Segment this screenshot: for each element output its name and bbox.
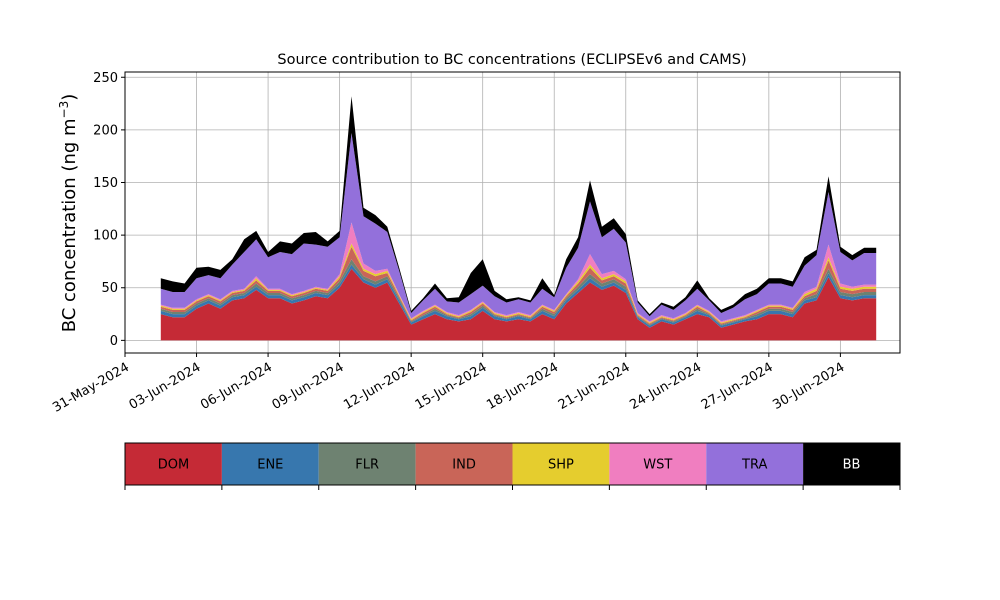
legend-swatch-flr — [318, 443, 416, 485]
area-flr — [160, 259, 877, 326]
y-tick-label: 0 — [110, 334, 118, 349]
x-tick-label: 09-Jun-2024 — [270, 360, 347, 413]
plot-area: 0 50 100 150 200 250 31-May-202403-Jun-202406-… — [50, 71, 901, 416]
y-axis-label: BC concentration (ng m−3) — [57, 94, 80, 333]
legend-label-tra: TRA — [741, 458, 767, 473]
axes-frame — [124, 71, 901, 354]
y-tick-label: 250 — [93, 71, 118, 86]
x-tick-label: 18-Jun-2024 — [484, 360, 561, 413]
legend-swatch-shp — [512, 443, 610, 485]
x-tick-label: 03-Jun-2024 — [127, 360, 204, 413]
legend-label-shp: SHP — [548, 458, 574, 473]
legend: DOM ENE FLR IND SHP WST TRA BB — [124, 442, 901, 490]
y-tick-label: 150 — [93, 176, 118, 191]
x-tick-label: 06-Jun-2024 — [198, 360, 275, 413]
x-tick-label: 30-Jun-2024 — [770, 360, 847, 413]
x-tick-label: 31-May-2024 — [50, 360, 132, 416]
x-tick-label: 24-Jun-2024 — [627, 360, 704, 413]
chart-title: Source contribution to BC concentrations… — [277, 52, 746, 68]
y-tick-label: 200 — [93, 123, 118, 138]
legend-swatch-dom — [125, 443, 222, 485]
legend-swatch-bb — [803, 443, 900, 485]
y-tick-label: 100 — [93, 229, 118, 244]
legend-label-bb: BB — [843, 458, 861, 473]
legend-label-dom: DOM — [158, 458, 189, 473]
legend-label-ene: ENE — [257, 458, 283, 473]
legend-label-flr: FLR — [355, 458, 379, 473]
x-tick-label: 12-Jun-2024 — [341, 360, 418, 413]
x-tick-label: 15-Jun-2024 — [413, 360, 490, 413]
legend-swatch-ene — [221, 443, 319, 485]
legend-swatch-ind — [415, 443, 513, 485]
x-tick-label: 21-Jun-2024 — [556, 360, 633, 413]
legend-swatch-tra — [706, 443, 804, 485]
area-ene — [160, 264, 877, 328]
legend-label-ind: IND — [452, 458, 476, 473]
x-tick-label: 27-Jun-2024 — [699, 360, 776, 413]
area-dom — [160, 268, 877, 341]
legend-label-wst: WST — [643, 458, 672, 473]
legend-swatch-wst — [609, 443, 707, 485]
y-tick-label: 50 — [101, 281, 118, 296]
